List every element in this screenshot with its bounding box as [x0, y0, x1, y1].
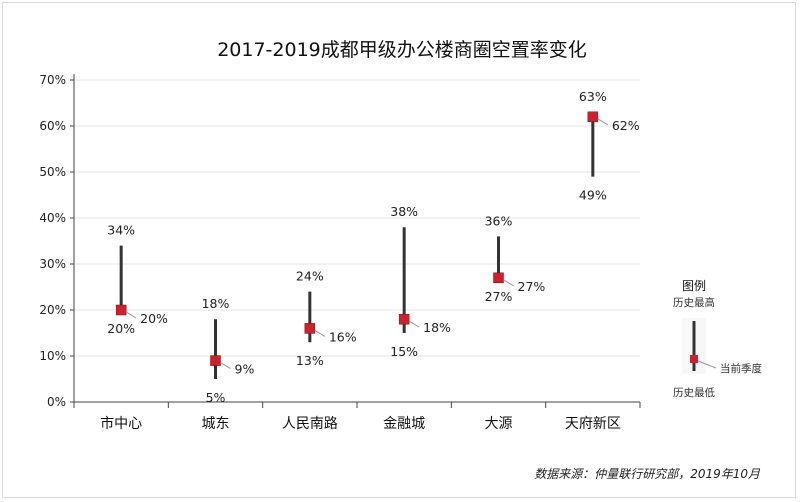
- current-leader-line: [503, 279, 514, 287]
- legend-current-marker: [690, 355, 698, 363]
- x-category-label: 金融城: [383, 416, 425, 432]
- y-tick-label: 10%: [39, 349, 66, 363]
- current-marker: [115, 304, 127, 316]
- high-value-label: 38%: [390, 204, 418, 219]
- current-leader-line: [408, 320, 420, 328]
- x-category-label: 大源: [485, 416, 513, 432]
- x-category-label: 天府新区: [565, 416, 621, 432]
- data-marks: 34% 20% 20% 18% 5% 9% 24% 13% 16% 38% 15% 18% 36% 27%…: [107, 89, 639, 405]
- low-value-label: 27%: [485, 289, 513, 304]
- current-leader-line: [597, 118, 609, 126]
- x-category-label: 人民南路: [282, 416, 338, 432]
- legend-current-label: 当前季度: [720, 362, 762, 375]
- low-value-label: 13%: [296, 353, 324, 368]
- source-note: 数据来源：仲量联行研究部，2019年10月: [534, 467, 761, 481]
- low-value-label: 15%: [390, 344, 418, 359]
- chart-title: 2017-2019成都甲级办公楼商圈空置率变化: [217, 39, 587, 61]
- high-value-label: 18%: [202, 296, 230, 311]
- current-marker: [304, 323, 316, 334]
- gridlines: [74, 79, 640, 357]
- y-tick-label: 20%: [39, 303, 66, 317]
- low-value-label: 5%: [206, 390, 226, 405]
- current-value-label: 16%: [329, 329, 357, 344]
- legend: 图例 历史最高 当前季度 历史最低: [673, 279, 762, 399]
- current-value-label: 20%: [140, 311, 168, 326]
- high-value-label: 36%: [485, 213, 513, 228]
- legend-title: 图例: [682, 279, 706, 293]
- current-value-label: 9%: [235, 362, 255, 377]
- legend-low-label: 历史最低: [673, 386, 715, 399]
- x-axis: 市中心 城东 人民南路 金融城 大源 天府新区: [73, 401, 641, 432]
- y-tick-label: 0%: [47, 395, 66, 409]
- legend-leader-line: [697, 360, 717, 369]
- current-leader-line: [125, 311, 137, 319]
- current-marker: [398, 313, 410, 325]
- x-category-label: 市中心: [100, 415, 142, 432]
- y-tick-label: 50%: [39, 165, 66, 179]
- current-value-label: 62%: [612, 118, 640, 133]
- current-marker: [587, 111, 599, 123]
- x-category-label: 城东: [202, 416, 230, 432]
- current-value-label: 27%: [518, 279, 546, 294]
- y-tick-label: 30%: [39, 257, 66, 271]
- current-leader-line: [314, 329, 326, 337]
- current-value-label: 18%: [423, 320, 451, 335]
- legend-high-label: 历史最高: [673, 296, 715, 309]
- high-value-label: 34%: [107, 223, 135, 238]
- high-value-label: 63%: [579, 89, 607, 104]
- y-tick-label: 60%: [39, 119, 66, 133]
- current-marker: [210, 355, 221, 366]
- y-tick-label: 40%: [39, 211, 66, 225]
- current-marker: [493, 272, 504, 284]
- y-tick-label: 70%: [39, 73, 66, 87]
- high-value-label: 24%: [296, 269, 324, 284]
- low-value-label: 20%: [107, 321, 135, 336]
- y-axis: 0% 10% 20% 30% 40% 50% 60% 70%: [39, 73, 75, 409]
- current-leader-line: [220, 362, 231, 370]
- low-value-label: 49%: [579, 188, 607, 203]
